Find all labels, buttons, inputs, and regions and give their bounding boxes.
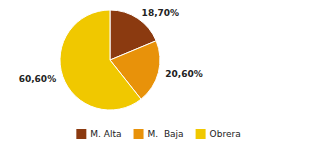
legend-label: M. Alta xyxy=(90,129,121,139)
chart: 18,70% 20,60% 60,60% M. Alta M. Baja Obrera xyxy=(0,0,317,145)
data-label: 20,60% xyxy=(165,69,203,79)
legend-item: Obrera xyxy=(196,129,241,139)
legend-label: M. Baja xyxy=(148,129,184,139)
legend-swatch xyxy=(76,129,86,139)
pie-slice xyxy=(60,10,141,110)
pie xyxy=(60,10,160,110)
legend: M. Alta M. Baja Obrera xyxy=(76,129,240,139)
data-label: 60,60% xyxy=(19,74,57,84)
legend-label: Obrera xyxy=(210,129,241,139)
legend-item: M. Alta xyxy=(76,129,121,139)
legend-swatch xyxy=(134,129,144,139)
data-labels: 18,70% 20,60% 60,60% xyxy=(19,8,203,84)
data-label: 18,70% xyxy=(142,8,180,18)
legend-swatch xyxy=(196,129,206,139)
legend-item: M. Baja xyxy=(134,129,184,139)
